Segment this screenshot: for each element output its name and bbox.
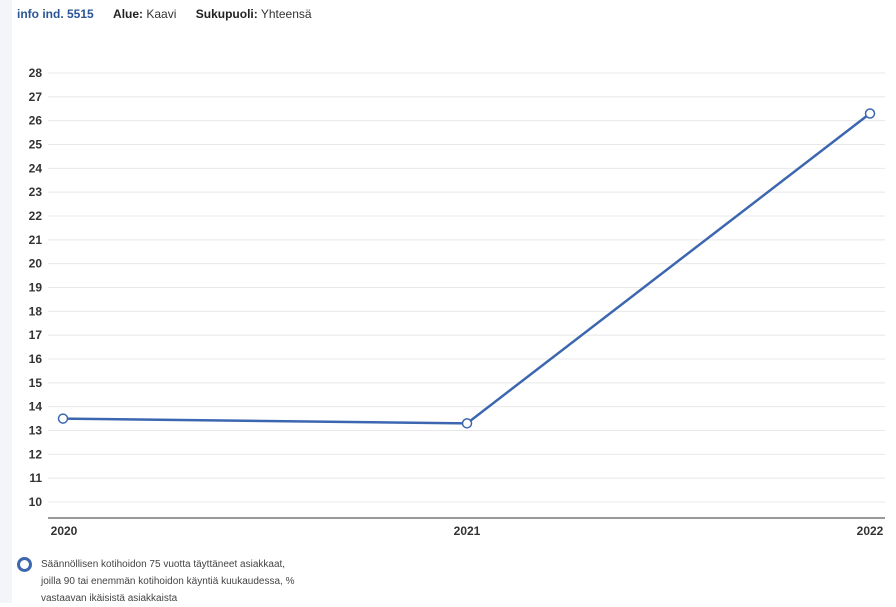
legend-text: Säännöllisen kotihoidon 75 vuotta täyttä…: [41, 559, 295, 604]
y-tick-label: 19: [29, 281, 43, 295]
gender-value: Yhteensä: [260, 7, 312, 21]
legend-marker-icon[interactable]: [17, 557, 32, 572]
info-indicator-link[interactable]: info ind. 5515: [17, 7, 94, 21]
y-tick-label: 10: [29, 495, 43, 509]
y-tick-label: 11: [29, 471, 42, 485]
x-axis-ticks: 2020 2021 2022: [51, 524, 884, 538]
y-tick-label: 27: [29, 90, 43, 104]
data-point[interactable]: [864, 108, 876, 119]
left-edge: [0, 0, 12, 603]
x-tick-label: 2020: [51, 524, 78, 538]
grid-lines: [48, 72, 885, 503]
y-tick-label: 14: [29, 400, 43, 414]
y-tick-label: 18: [29, 304, 43, 318]
x-tick-label: 2022: [857, 524, 884, 538]
data-point[interactable]: [57, 413, 69, 424]
y-tick-label: 15: [29, 376, 43, 390]
chart-header: info ind. 5515 Alue: Kaavi Sukupuoli: Yh…: [17, 7, 328, 21]
data-point[interactable]: [461, 418, 473, 429]
series-line: [62, 112, 871, 425]
y-tick-label: 25: [29, 138, 43, 152]
y-tick-label: 24: [29, 161, 43, 175]
legend[interactable]: Säännöllisen kotihoidon 75 vuotta täyttä…: [17, 556, 307, 607]
y-tick-label: 13: [29, 424, 43, 438]
y-tick-label: 26: [29, 114, 43, 128]
y-tick-label: 16: [29, 352, 43, 366]
x-tick-label: 2021: [454, 524, 481, 538]
y-tick-label: 17: [29, 328, 43, 342]
y-tick-label: 23: [29, 185, 43, 199]
gender-label: Sukupuoli:: [195, 7, 258, 21]
region-value: Kaavi: [146, 7, 177, 21]
y-tick-label: 12: [29, 447, 43, 461]
y-tick-label: 20: [29, 257, 43, 271]
region-label: Alue:: [113, 7, 144, 21]
series-points: [57, 108, 876, 429]
y-tick-label: 28: [29, 66, 43, 80]
y-tick-label: 21: [29, 233, 43, 247]
y-tick-label: 22: [29, 209, 43, 223]
y-axis-ticks: 10 11 12 13 14 15 16 17 18 19 20 21 22 23 24 25 26 27 28: [29, 66, 43, 509]
